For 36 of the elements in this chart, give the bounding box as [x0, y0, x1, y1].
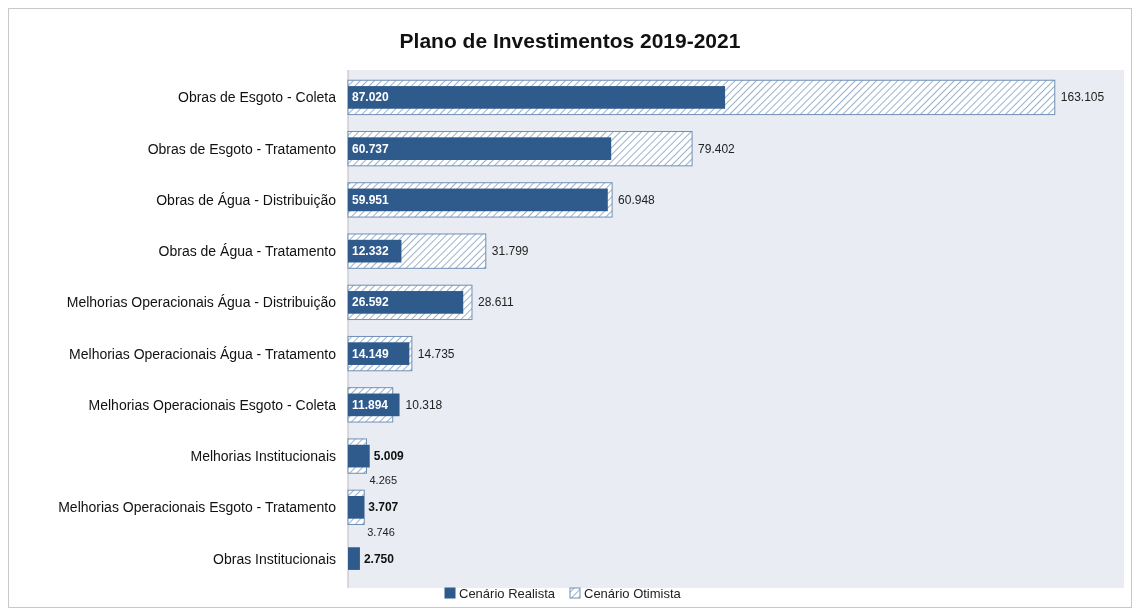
y-tick-label: Obras de Água - Distribuição	[156, 191, 337, 208]
y-tick-label: Obras de Esgoto - Coleta	[178, 89, 337, 106]
y-tick-label: Melhorias Operacionais Água - Distribuição	[66, 294, 337, 311]
data-label: 5.009	[373, 449, 405, 464]
chart-title: Plano de Investimentos 2019-2021	[399, 29, 741, 52]
data-label: 14.149	[352, 346, 390, 361]
bar	[348, 444, 370, 468]
bar	[348, 137, 612, 160]
data-label: 12.332	[352, 244, 390, 259]
legend-label: Cenário Realista	[459, 586, 556, 601]
y-tick-label: Melhorias Operacionais Esgoto - Coleta	[88, 396, 337, 413]
y-tick-label: Melhorias Operacionais Esgoto - Tratamento	[58, 499, 337, 516]
bar	[348, 547, 360, 570]
data-label: 163.105	[1060, 90, 1105, 105]
y-tick-label: Obras de Água - Tratamento	[158, 243, 337, 260]
data-label: 28.611	[477, 295, 515, 310]
data-label: 14.735	[417, 346, 455, 361]
y-tick-label: Melhorias Institucionais	[190, 448, 336, 465]
y-tick-label: Obras de Esgoto - Tratamento	[147, 140, 337, 157]
data-label: 3.707	[368, 500, 399, 515]
y-tick-label: Obras Institucionais	[213, 550, 336, 567]
data-label: 59.951	[352, 192, 390, 207]
data-label: 31.799	[491, 244, 529, 259]
data-label: 60.737	[352, 141, 390, 156]
data-label: 79.402	[698, 141, 736, 156]
y-tick-label: Melhorias Operacionais Água - Tratamento	[69, 345, 337, 362]
legend-label: Cenário Otimista	[584, 586, 682, 601]
data-label: 3.746	[367, 525, 395, 538]
data-label: 2.750	[363, 551, 395, 566]
data-label: 4.265	[369, 474, 398, 487]
data-label: 60.948	[618, 192, 656, 207]
bar	[348, 86, 726, 109]
data-label: 11.894	[352, 397, 389, 412]
data-label: 26.592	[352, 295, 390, 310]
data-label: 10.318	[405, 397, 443, 412]
data-label: 87.020	[352, 90, 390, 105]
